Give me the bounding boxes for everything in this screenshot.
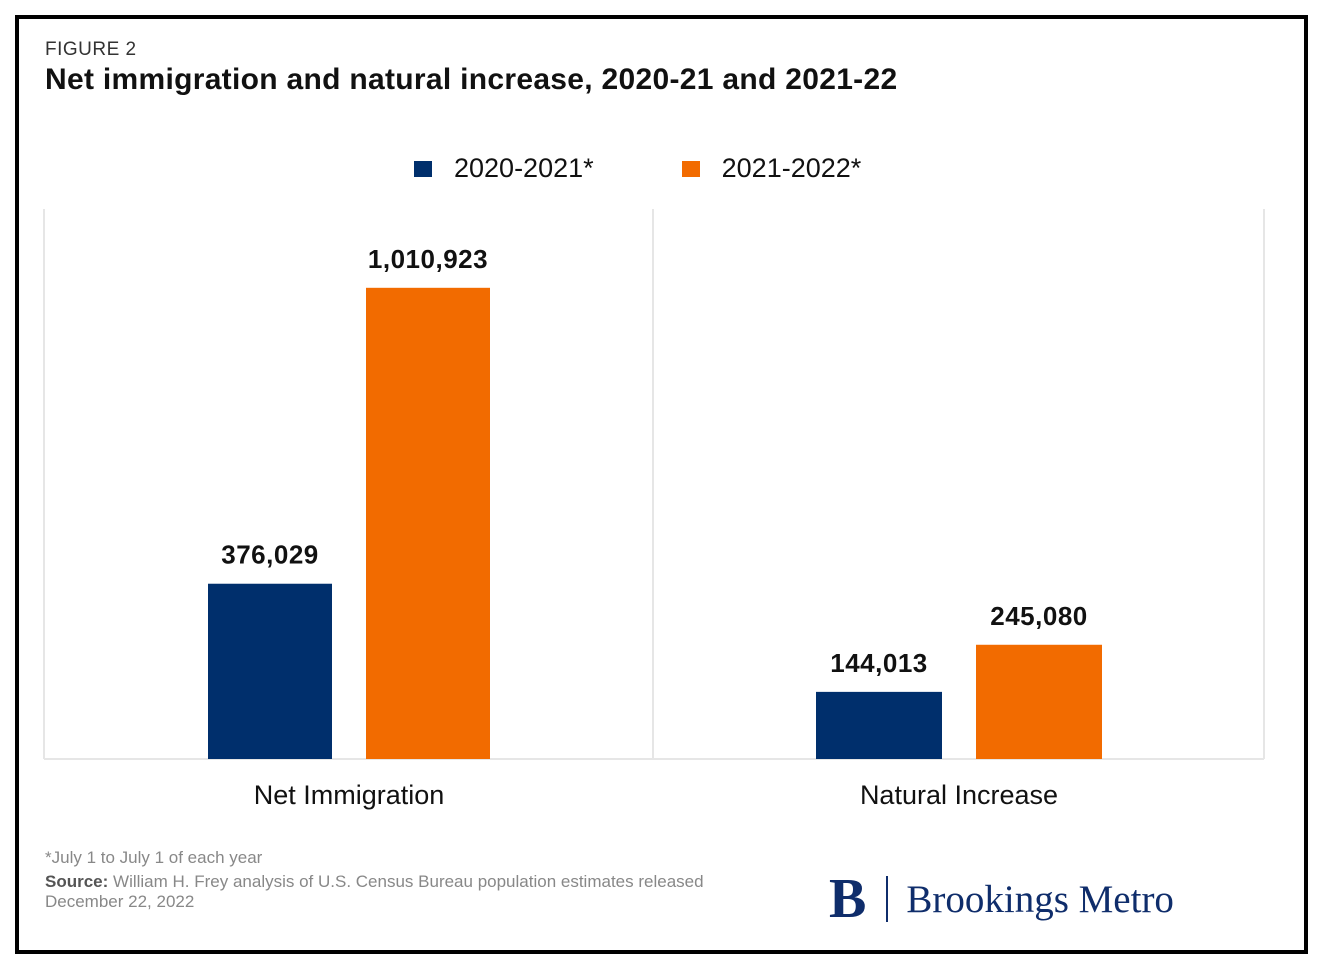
brand-name: Brookings Metro [906,877,1174,921]
logo-divider [886,876,889,922]
bar-natural-increase-series-1 [816,691,942,759]
legend-item-series-2: 2021-2022* [681,153,862,184]
data-label-natural-increase-series-1: 144,013 [830,648,927,678]
bar-chart: 376,029 1,010,923 Net Immigration 144,013 24… [43,209,1265,810]
source-text: William H. Frey analysis of U.S. Census … [45,872,704,911]
brookings-b-logo-icon: B [829,868,867,930]
data-label-net-immigration-series-1: 376,029 [221,540,318,570]
footnote: *July 1 to July 1 of each year [45,848,263,867]
data-label-natural-increase-series-2: 245,080 [990,601,1087,631]
figure-frame: FIGURE 2 Net immigration and natural inc… [15,15,1308,954]
source-label: Source: [45,872,109,891]
source-note: Source: William H. Frey analysis of U.S.… [45,872,765,912]
legend-swatch-series-2 [681,160,700,177]
bar-net-immigration-series-2 [366,287,490,759]
category-label-natural-increase: Natural Increase [860,780,1058,810]
legend-label-series-2: 2021-2022* [721,153,862,183]
chart-legend: 2020-2021* 2021-2022* [414,153,949,184]
brookings-metro-logo: B Brookings Metro [829,871,1174,927]
data-label-net-immigration-series-2: 1,010,923 [368,244,488,274]
legend-label-series-1: 2020-2021* [454,153,594,183]
category-label-net-immigration: Net Immigration [254,780,445,810]
bar-net-immigration-series-1 [208,583,332,759]
chart-title: Net immigration and natural increase, 20… [45,63,898,96]
figure-label: FIGURE 2 [45,39,137,60]
legend-item-series-1: 2020-2021* [414,153,594,184]
bar-natural-increase-series-2 [976,644,1102,759]
legend-swatch-series-1 [414,160,432,177]
